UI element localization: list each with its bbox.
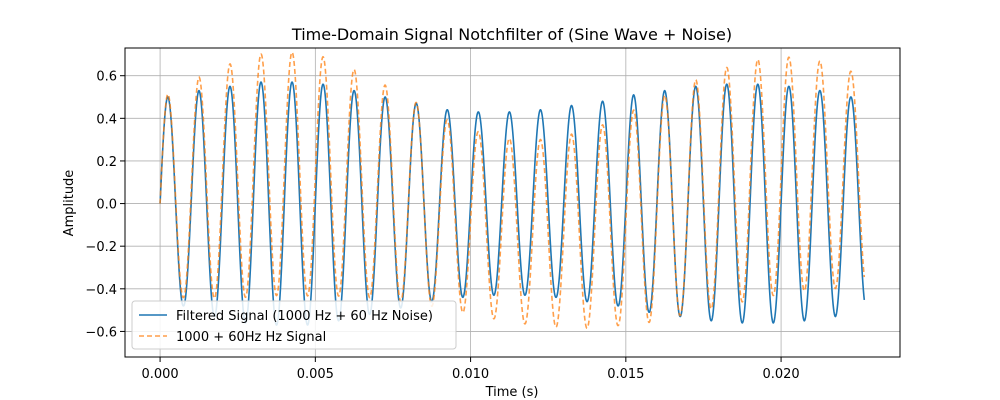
legend: Filtered Signal (1000 Hz + 60 Hz Noise) … [131, 300, 457, 350]
plot-frame [124, 47, 901, 358]
x-axis: 0.000 0.005 0.010 0.015 0.020 [141, 357, 800, 382]
legend-label-filtered: Filtered Signal (1000 Hz + 60 Hz Noise) [176, 309, 433, 324]
legend-box [131, 300, 457, 350]
x-tick-label: 0.015 [607, 367, 644, 382]
y-tick-label: 0.6 [96, 70, 117, 85]
legend-label-signal: 1000 + 60Hz Hz Signal [176, 330, 326, 345]
x-tick-label: 0.005 [297, 367, 334, 382]
y-tick-label: 0.0 [96, 198, 117, 213]
y-tick-label: −0.2 [85, 240, 117, 255]
y-tick-label: −0.4 [85, 283, 117, 298]
y-axis-title: Amplitude [62, 170, 77, 237]
x-tick-label: 0.020 [762, 367, 799, 382]
y-axis: −0.6 −0.4 −0.2 0.0 0.2 0.4 0.6 [85, 70, 125, 340]
x-axis-title: Time (s) [485, 385, 539, 400]
y-tick-label: −0.6 [85, 325, 117, 340]
y-tick-label: 0.2 [96, 155, 117, 170]
chart-title: Time-Domain Signal Notchfilter of (Sine … [291, 25, 732, 44]
y-tick-label: 0.4 [96, 112, 117, 127]
x-tick-label: 0.010 [452, 367, 489, 382]
x-tick-label: 0.000 [141, 367, 178, 382]
